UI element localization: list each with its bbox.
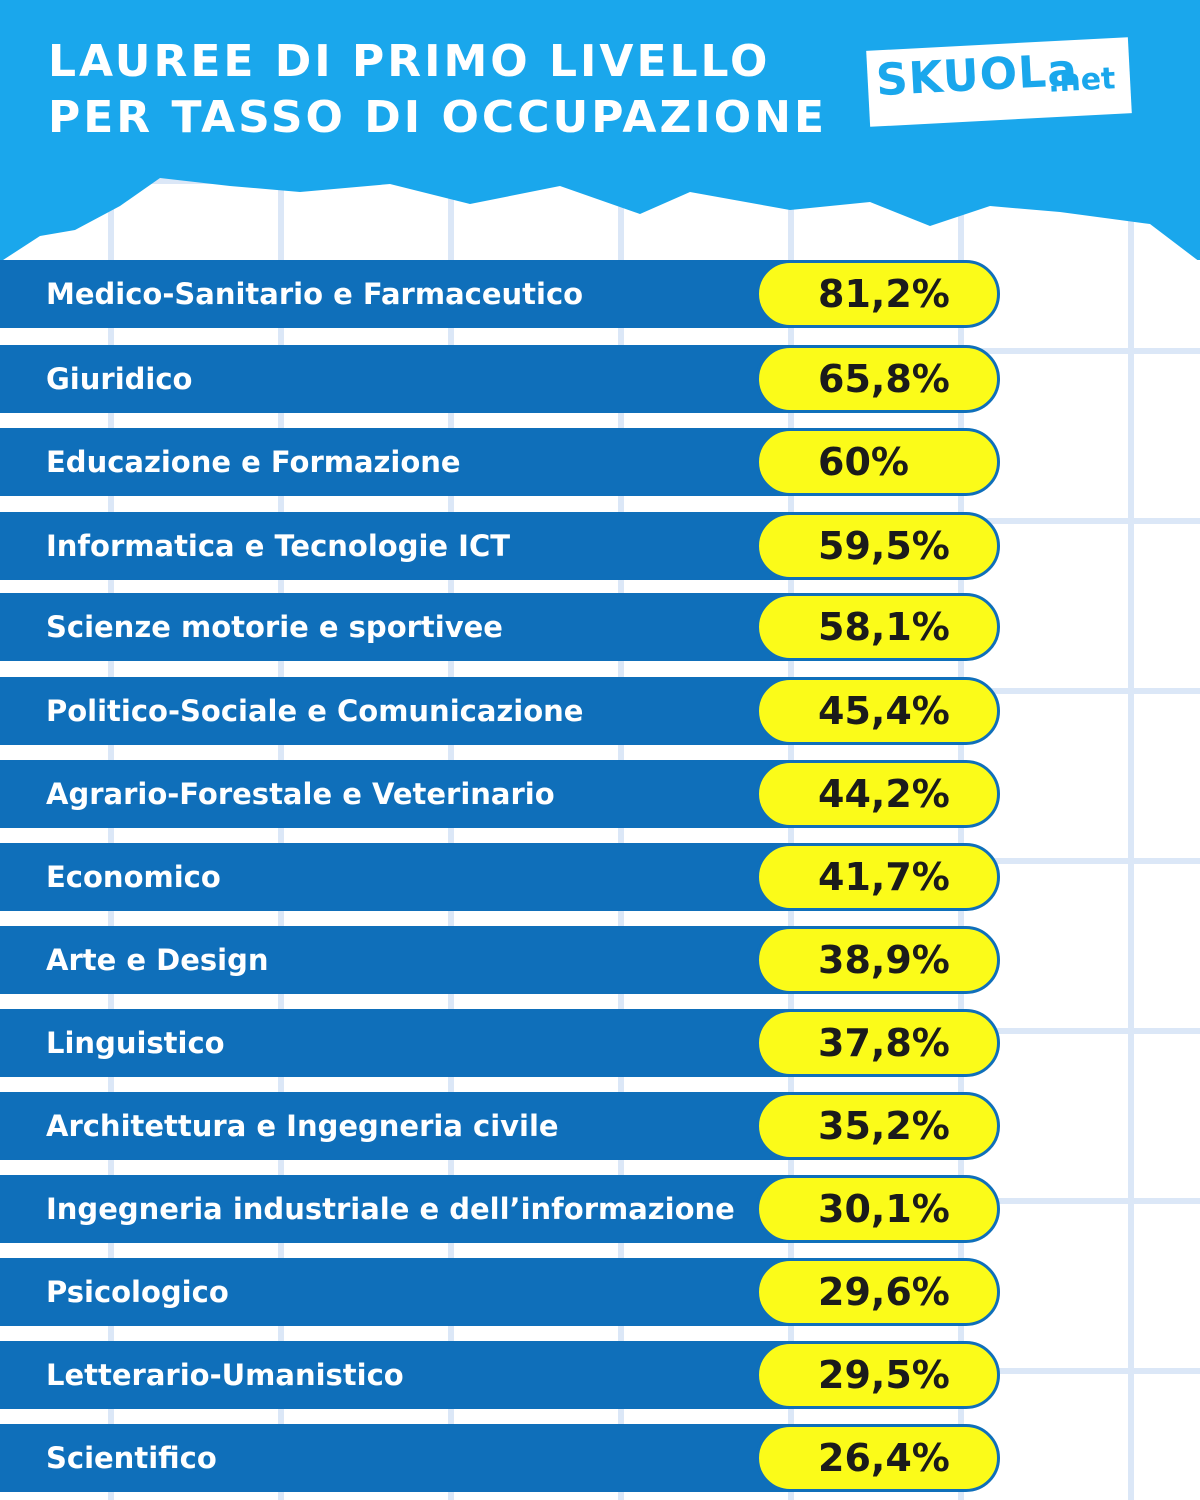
value-pill (756, 345, 1000, 413)
value-pill (756, 512, 1000, 580)
category-bar (0, 926, 830, 994)
value-pill (756, 1341, 1000, 1409)
value-pill (756, 1424, 1000, 1492)
value-pill (756, 760, 1000, 828)
value-label: 29,6% (818, 1270, 950, 1314)
category-bar (0, 677, 830, 745)
value-pill (756, 428, 1000, 496)
category-bar (0, 593, 830, 661)
category-label: Agrario-Forestale e Veterinario (46, 777, 555, 811)
value-label: 35,2% (818, 1104, 950, 1148)
chart-row: Informatica e Tecnologie ICT 59,5% (0, 512, 1000, 580)
category-bar (0, 512, 830, 580)
value-label: 41,7% (818, 855, 950, 899)
chart-row: Politico-Sociale e Comunicazione 45,4% (0, 677, 1000, 745)
category-bar (0, 843, 830, 911)
category-label: Educazione e Formazione (46, 445, 461, 479)
value-label: 44,2% (818, 772, 950, 816)
value-label: 38,9% (818, 938, 950, 982)
category-label: Politico-Sociale e Comunicazione (46, 694, 584, 728)
category-label: Informatica e Tecnologie ICT (46, 529, 511, 563)
chart-row: Letterario-Umanistico 29,5% (0, 1341, 1000, 1409)
value-label: 29,5% (818, 1353, 950, 1397)
chart-row: Scientifico 26,4% (0, 1424, 1000, 1492)
category-bar (0, 1092, 830, 1160)
value-label: 30,1% (818, 1187, 950, 1231)
category-label: Architettura e Ingegneria civile (46, 1109, 559, 1143)
value-pill (756, 1175, 1000, 1243)
chart-row: Giuridico 65,8% (0, 345, 1000, 413)
value-label: 59,5% (818, 524, 950, 568)
category-label: Scienze motorie e sportivee (46, 610, 503, 644)
category-bar (0, 428, 830, 496)
category-label: Arte e Design (46, 943, 269, 977)
title-line-1: LAUREE DI PRIMO LIVELLO (48, 36, 771, 87)
value-label: 65,8% (818, 357, 950, 401)
category-label: Linguistico (46, 1026, 225, 1060)
value-pill (756, 1092, 1000, 1160)
chart-row: Medico-Sanitario e Farmaceutico 81,2% (0, 260, 1000, 328)
value-label: 37,8% (818, 1021, 950, 1065)
category-bar (0, 1341, 830, 1409)
chart-row: Architettura e Ingegneria civile 35,2% (0, 1092, 1000, 1160)
value-label: 60% (818, 440, 909, 484)
chart-row: Linguistico 37,8% (0, 1009, 1000, 1077)
chart-row: Economico 41,7% (0, 843, 1000, 911)
category-label: Ingegneria industriale e dell’informazio… (46, 1192, 735, 1226)
value-pill (756, 677, 1000, 745)
value-label: 58,1% (818, 605, 950, 649)
category-label: Giuridico (46, 362, 193, 396)
title-line-2: PER TASSO DI OCCUPAZIONE (48, 92, 828, 143)
value-pill (756, 926, 1000, 994)
value-label: 81,2% (818, 272, 950, 316)
category-label: Economico (46, 860, 221, 894)
value-pill (756, 843, 1000, 911)
value-pill (756, 1258, 1000, 1326)
chart-row: Agrario-Forestale e Veterinario 44,2% (0, 760, 1000, 828)
category-bar (0, 760, 830, 828)
category-bar (0, 1258, 830, 1326)
value-label: 45,4% (818, 689, 950, 733)
value-pill (756, 1009, 1000, 1077)
chart-row: Psicologico 29,6% (0, 1258, 1000, 1326)
value-pill (756, 260, 1000, 328)
chart-row: Educazione e Formazione 60% (0, 428, 1000, 496)
chart-row: Arte e Design 38,9% (0, 926, 1000, 994)
category-bar (0, 345, 830, 413)
category-bar (0, 1009, 830, 1077)
value-label: 26,4% (818, 1436, 950, 1480)
category-bar (0, 1175, 830, 1243)
value-pill (756, 593, 1000, 661)
category-label: Medico-Sanitario e Farmaceutico (46, 277, 584, 311)
category-label: Psicologico (46, 1275, 229, 1309)
category-label: Letterario-Umanistico (46, 1358, 404, 1392)
category-bar (0, 1424, 830, 1492)
category-bar (0, 260, 830, 328)
header-banner: LAUREE DI PRIMO LIVELLO PER TASSO DI OCC… (0, 0, 1200, 260)
chart-row: Scienze motorie e sportivee 58,1% (0, 593, 1000, 661)
chart-row: Ingegneria industriale e dell’informazio… (0, 1175, 1000, 1243)
category-label: Scientifico (46, 1441, 217, 1475)
